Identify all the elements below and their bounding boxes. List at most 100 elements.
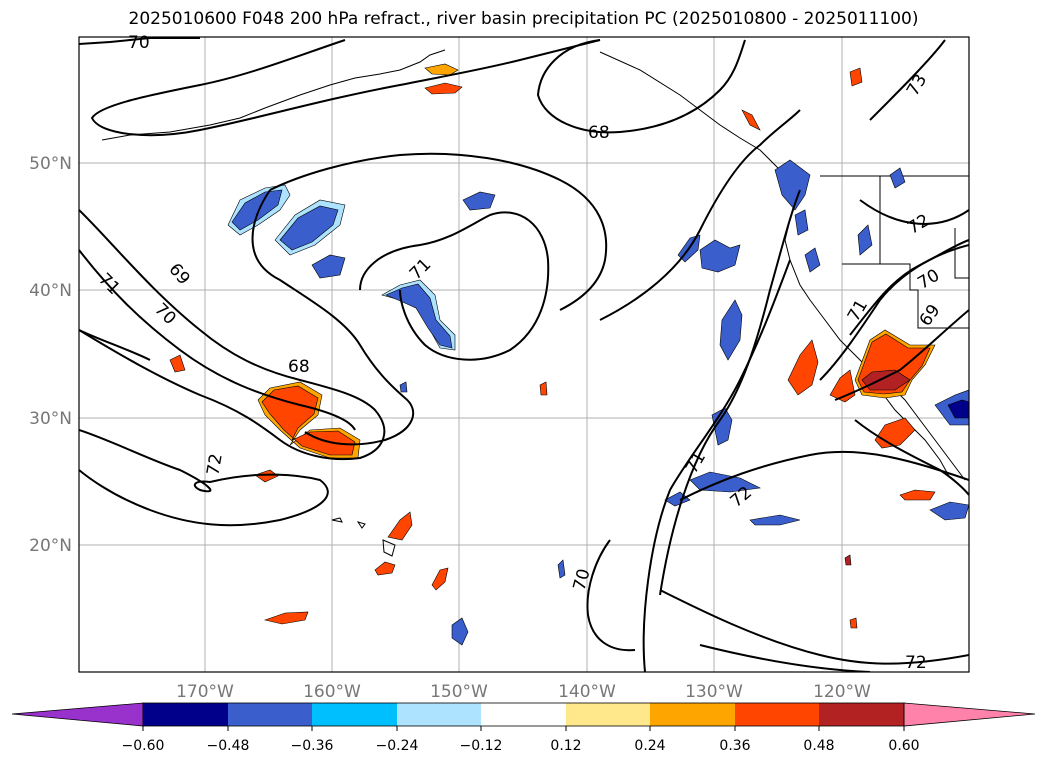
contour-line (269, 152, 608, 311)
contour-line (79, 429, 329, 527)
map-content (79, 37, 969, 672)
colorbar-tick-label: 0.48 (803, 738, 834, 754)
pos-blob (387, 511, 413, 541)
latitude-labels: 50°N 40°N 30°N 20°N (29, 154, 72, 556)
neg-blob (804, 247, 821, 273)
contour-line (679, 450, 969, 501)
lon-label-140w: 140°W (558, 682, 616, 702)
pos-blob (874, 417, 916, 449)
contour-label: 70 (150, 299, 179, 328)
contour-line (79, 329, 151, 361)
neg-blob (699, 239, 741, 273)
contour-line (599, 109, 801, 321)
neg-blob (385, 283, 453, 349)
colorbar-tick-label: 0.24 (634, 738, 665, 754)
neg-blob (399, 381, 408, 393)
pos-blob (861, 369, 911, 391)
pos-blob (899, 489, 936, 501)
colorbar-segment (566, 703, 650, 726)
contour-label: 71 (682, 448, 710, 477)
colorbar-segment (397, 703, 481, 726)
lon-label-120w: 120°W (813, 682, 871, 702)
contour-line (359, 211, 550, 361)
lon-label-150w: 150°W (430, 682, 488, 702)
contour-label: 70 (128, 33, 150, 53)
lat-label-30n: 30°N (29, 409, 72, 429)
contour-line (642, 259, 791, 672)
colorbar-tick-label: −0.60 (122, 738, 165, 754)
gulf-alaska-coast (599, 51, 966, 481)
contour-label: 69 (164, 260, 193, 289)
contour-line (859, 199, 969, 225)
colorbar-tick-labels: −0.60 −0.48 −0.36 −0.24 −0.12 0.12 0.24 … (122, 738, 920, 754)
contour-line (869, 39, 946, 121)
pos-blob (169, 354, 186, 373)
positive-anomalies (169, 63, 936, 629)
neg-blob (947, 399, 969, 419)
contour-line (849, 239, 969, 336)
refractivity-contours (79, 37, 969, 672)
colorbar-segment (819, 703, 904, 726)
neg-blob (462, 191, 496, 211)
contour-line (834, 309, 969, 401)
pos-blob (787, 339, 819, 396)
contour-line (659, 589, 969, 665)
negative-anomalies (227, 159, 969, 646)
colorbar-tick-label: −0.48 (207, 738, 250, 754)
neg-blob (794, 209, 809, 236)
contour-line (854, 419, 969, 496)
contour-line (251, 189, 415, 446)
neg-blob (929, 501, 969, 521)
contour-line (90, 39, 601, 137)
neg-blob (451, 617, 469, 646)
colorbar-outline (142, 702, 905, 727)
contour-label: 68 (588, 123, 610, 143)
colorbar-segment (481, 703, 566, 726)
colorbar-tick-label: 0.60 (888, 738, 919, 754)
colorbar-tick-label: 0.12 (550, 738, 581, 754)
pos-blob (424, 82, 463, 95)
contour-label: 70 (570, 567, 595, 593)
neg-blob (857, 224, 873, 256)
colorbar-extend-high (903, 702, 1036, 727)
coastlines (101, 49, 969, 557)
neg-blob (231, 189, 283, 231)
longitude-labels: 170°W 160°W 150°W 140°W 130°W 120°W (176, 682, 871, 702)
neg-blob (279, 205, 339, 251)
colorbar-ticks (142, 726, 905, 731)
pos-blob (741, 109, 761, 131)
lon-label-160w: 160°W (303, 682, 361, 702)
neg-blob (749, 514, 801, 526)
contour-label: 71 (406, 255, 435, 284)
graticule (79, 37, 969, 672)
contour-line (79, 249, 356, 431)
alaska-coast (101, 49, 446, 141)
contour-label: 73 (903, 71, 931, 100)
neg-blob (889, 167, 906, 189)
contour-label: 72 (203, 452, 226, 477)
colorbar-segment (735, 703, 819, 726)
colorbar-tick-label: −0.12 (460, 738, 503, 754)
contour-label: 71 (844, 296, 872, 325)
pos-blob (374, 561, 396, 576)
chart-title: 2025010600 F048 200 hPa refract., river … (128, 9, 919, 29)
lon-label-130w: 130°W (685, 682, 743, 702)
lat-label-50n: 50°N (29, 154, 72, 174)
colorbar-tick-label: 0.36 (719, 738, 750, 754)
map-frame (78, 36, 970, 673)
colorbar-tick-label: −0.36 (291, 738, 334, 754)
pos-blob (263, 611, 309, 625)
pos-blob (261, 385, 356, 456)
neg-blob (774, 159, 811, 211)
contour-line (586, 539, 636, 652)
pos-blob (254, 469, 279, 483)
contour-label: 69 (916, 301, 945, 330)
contour-label: 72 (904, 211, 933, 239)
neg-blob (311, 254, 346, 279)
pos-blob (424, 63, 459, 76)
contour-line (79, 37, 200, 45)
colorbar-extend-low (11, 702, 144, 727)
colorbar-segment (228, 703, 312, 726)
colorbar: −0.60 −0.48 −0.36 −0.24 −0.12 0.12 0.24 … (11, 702, 1036, 754)
